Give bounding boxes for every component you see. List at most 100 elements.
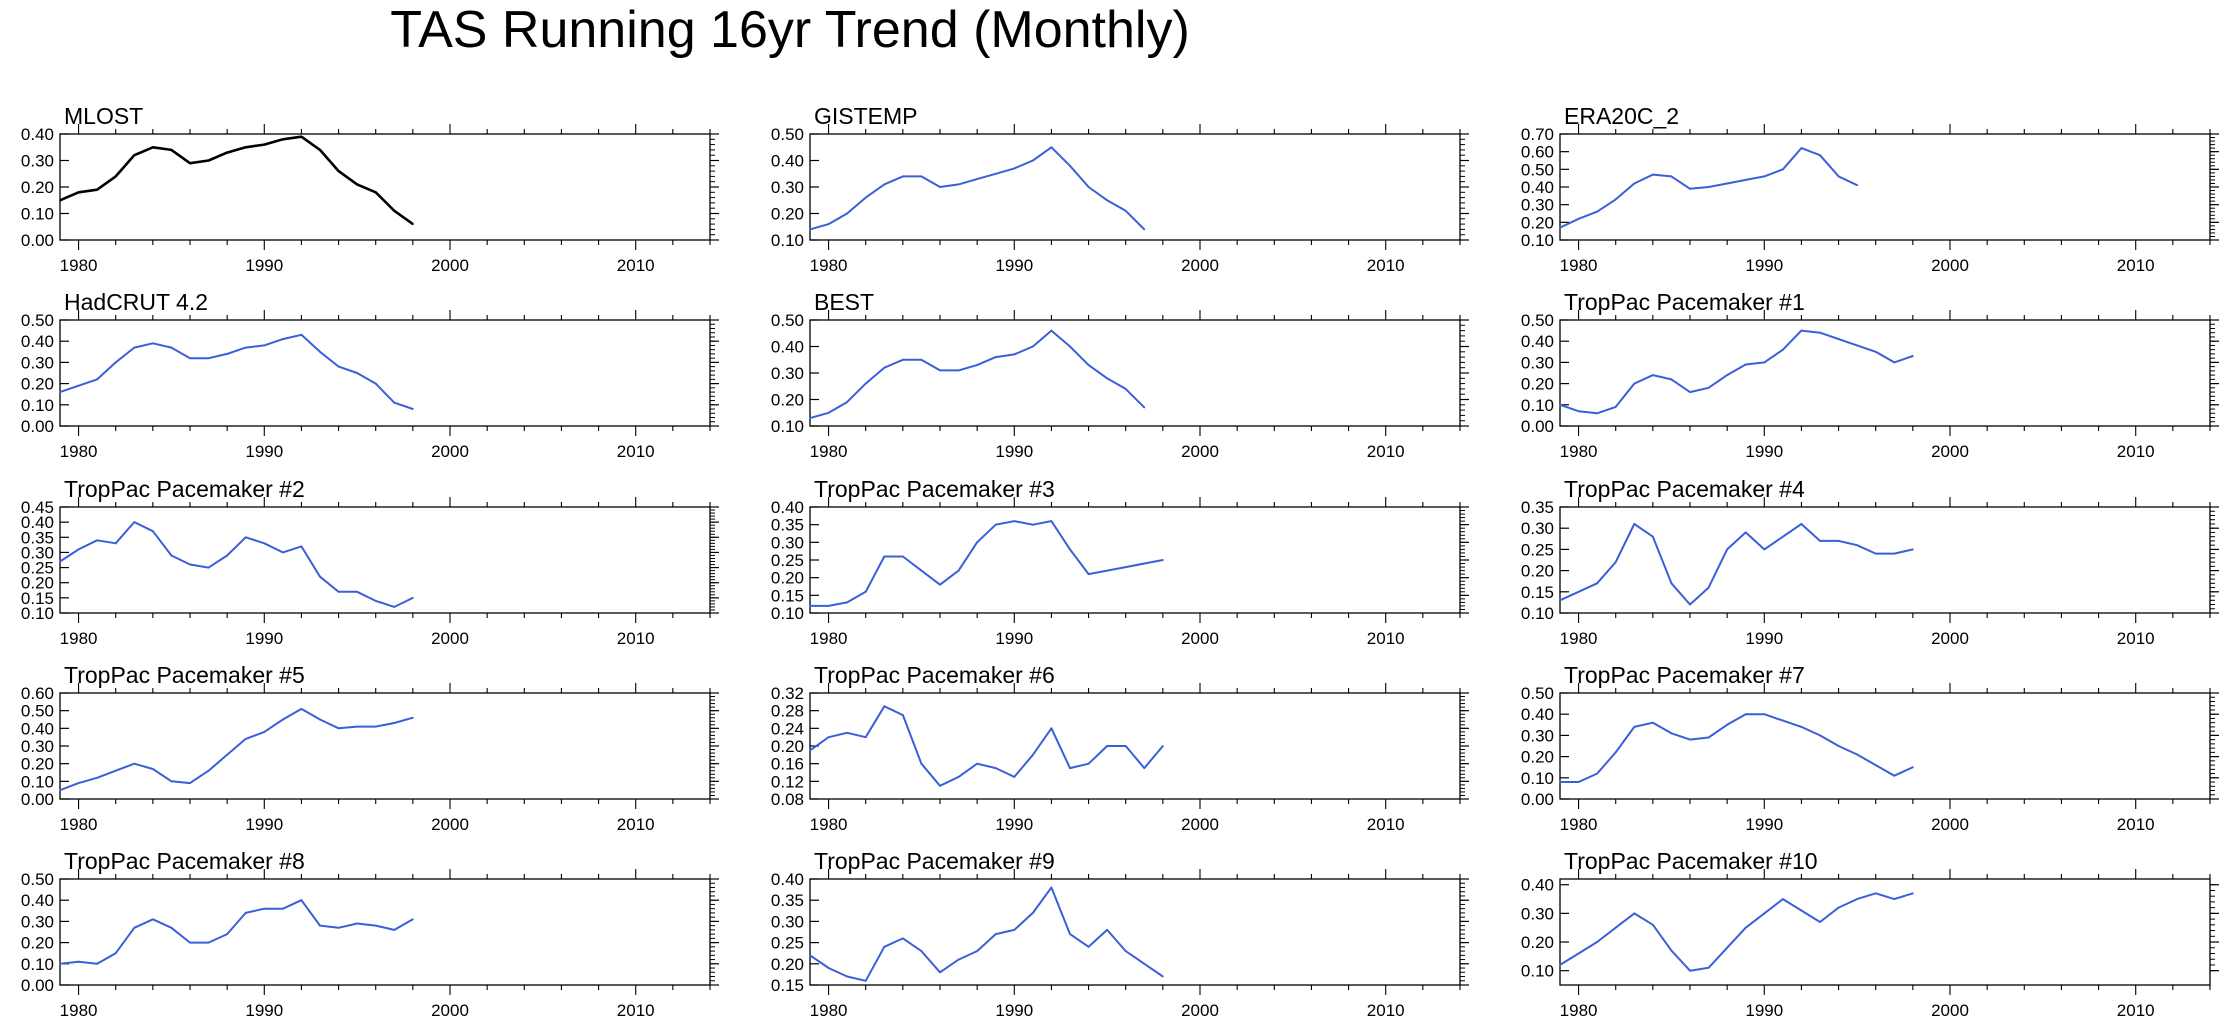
series-line: [1559, 523, 1914, 606]
data-point: [244, 738, 247, 740]
data-point: [1689, 603, 1691, 606]
data-point: [1087, 762, 1090, 765]
x-tick-label: 2010: [2117, 256, 2155, 275]
y-tick-label: 0.10: [21, 955, 54, 974]
x-tick-label: 1980: [60, 442, 98, 461]
x-tick-label: 2010: [1367, 629, 1405, 648]
data-point: [393, 722, 396, 724]
data-point: [957, 369, 960, 372]
data-point: [1596, 582, 1599, 585]
data-point: [809, 417, 811, 419]
data-point: [133, 926, 136, 929]
data-point: [374, 599, 377, 602]
data-point: [1559, 964, 1561, 966]
data-point: [1596, 412, 1599, 415]
data-point: [1087, 364, 1090, 366]
panel-12: TropPac Pacemaker #7 0.00 0.10 0.20 0.30 0.40…: [1521, 662, 2219, 834]
data-point: [957, 776, 960, 778]
data-point: [1874, 350, 1877, 353]
y-tick-label: 0.20: [771, 205, 804, 224]
data-point: [1050, 146, 1053, 149]
y-tick-label: 0.20: [1521, 213, 1554, 232]
data-point: [1069, 933, 1071, 936]
y-tick-label: 0.10: [771, 604, 804, 623]
x-tick-label: 2000: [1931, 1001, 1969, 1020]
x-tick-label: 2010: [2117, 815, 2155, 834]
data-point: [1800, 523, 1803, 525]
data-point: [1670, 378, 1673, 381]
data-point: [170, 780, 173, 783]
y-tick-label: 0.35: [1521, 498, 1554, 517]
data-point: [1651, 721, 1654, 724]
y-tick-label: 0.25: [1521, 540, 1554, 559]
data-point: [244, 912, 247, 914]
x-tick-label: 1990: [1745, 256, 1783, 275]
data-point: [1106, 745, 1109, 747]
data-point: [1087, 573, 1090, 576]
panel-15: TropPac Pacemaker #10 0.10 0.20 0.30 0.40 198…: [1521, 848, 2219, 1020]
y-tick-label: 0.40: [1521, 876, 1554, 895]
data-point: [809, 749, 811, 752]
x-tick-label: 2010: [2117, 629, 2155, 648]
data-point: [1069, 345, 1071, 348]
y-tick-label: 0.10: [1521, 396, 1554, 415]
panel-title: GISTEMP: [814, 103, 918, 129]
data-point: [1670, 175, 1673, 178]
y-tick-label: 0.50: [21, 702, 54, 721]
data-point: [920, 950, 923, 952]
y-tick-label: 0.10: [1521, 231, 1554, 250]
data-point: [1689, 391, 1691, 393]
data-point: [920, 358, 923, 361]
y-tick-label: 0.40: [771, 498, 804, 517]
data-point: [300, 708, 303, 710]
data-point: [1837, 338, 1840, 340]
data-point: [207, 941, 210, 944]
y-tick-label: 0.40: [1521, 332, 1554, 351]
data-point: [976, 950, 979, 952]
data-point: [263, 542, 266, 545]
panel-title: TropPac Pacemaker #4: [1564, 476, 1805, 502]
data-point: [393, 606, 396, 608]
data-point: [1143, 406, 1146, 409]
y-tick-label: 0.10: [771, 417, 804, 436]
data-point: [1031, 159, 1034, 162]
x-tick-label: 2000: [1181, 1001, 1219, 1020]
plot-frame: [1559, 878, 2211, 986]
data-point: [883, 705, 886, 708]
data-point: [809, 228, 811, 231]
data-point: [1106, 199, 1109, 202]
data-point: [1726, 182, 1729, 185]
data-point: [1837, 906, 1840, 909]
x-tick-label: 1990: [995, 256, 1033, 275]
y-tick-label: 0.10: [21, 772, 54, 791]
data-point: [1819, 154, 1821, 157]
data-point: [356, 725, 359, 728]
data-point: [1013, 776, 1016, 778]
data-point: [1651, 923, 1654, 926]
y-tick-label: 0.00: [1521, 417, 1554, 436]
data-point: [1856, 184, 1859, 187]
y-tick-label: 0.30: [21, 353, 54, 372]
y-tick-label: 0.16: [771, 755, 804, 774]
data-point: [1031, 523, 1034, 526]
plot-frame: [59, 319, 711, 427]
data-point: [1819, 540, 1821, 542]
data-point: [1744, 179, 1747, 181]
data-point: [337, 926, 340, 929]
data-point: [356, 590, 359, 593]
data-point: [1577, 952, 1580, 955]
data-point: [133, 154, 136, 157]
x-tick-label: 1980: [60, 256, 98, 275]
y-tick-label: 0.15: [771, 976, 804, 995]
data-point: [1670, 582, 1673, 585]
x-tick-label: 1990: [995, 1001, 1033, 1020]
data-point: [1707, 186, 1710, 188]
data-point: [207, 566, 210, 569]
y-tick-label: 0.10: [21, 205, 54, 224]
data-point: [411, 408, 414, 410]
data-point: [393, 401, 396, 404]
data-point: [337, 590, 340, 593]
data-point: [1013, 928, 1016, 931]
x-tick-label: 1990: [995, 442, 1033, 461]
series-line: [59, 135, 414, 226]
